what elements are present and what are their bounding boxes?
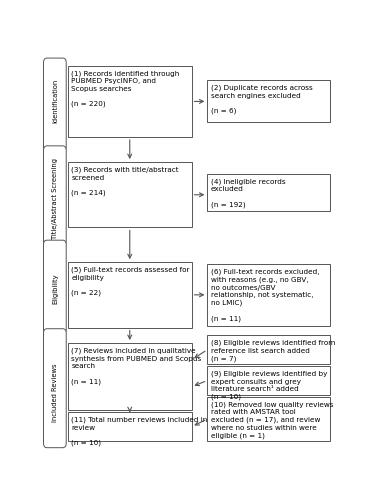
- FancyBboxPatch shape: [68, 343, 191, 410]
- FancyBboxPatch shape: [68, 412, 191, 441]
- Text: (6) Full-text records excluded,
with reasons (e.g., no GBV,
no outcomes/GBV
rela: (6) Full-text records excluded, with rea…: [211, 268, 319, 322]
- Text: (7) Reviews included in qualitative
synthesis from PUBMED and Scopus
search

(n : (7) Reviews included in qualitative synt…: [71, 348, 202, 385]
- Text: Identification: Identification: [52, 78, 58, 122]
- FancyBboxPatch shape: [43, 328, 66, 448]
- Text: Included Reviews: Included Reviews: [52, 364, 58, 422]
- Text: Title/Abstract Screening: Title/Abstract Screening: [52, 158, 58, 239]
- Text: (11) Total number reviews included in
review

(n = 10): (11) Total number reviews included in re…: [71, 417, 208, 446]
- FancyBboxPatch shape: [43, 240, 66, 334]
- Text: (3) Records with title/abstract
screened

(n = 214): (3) Records with title/abstract screened…: [71, 166, 179, 196]
- Text: Eligibility: Eligibility: [52, 274, 58, 304]
- Text: (5) Full-text records assessed for
eligibility

(n = 22): (5) Full-text records assessed for eligi…: [71, 266, 190, 296]
- Text: (2) Duplicate records across
search engines excluded

(n = 6): (2) Duplicate records across search engi…: [211, 84, 313, 114]
- Text: (8) Eligible reviews identified from
reference list search added
(n = 7): (8) Eligible reviews identified from ref…: [211, 340, 335, 362]
- FancyBboxPatch shape: [207, 336, 329, 364]
- Text: (1) Records identified through
PUBMED PsycINFO, and
Scopus searches

(n = 220): (1) Records identified through PUBMED Ps…: [71, 70, 180, 108]
- FancyBboxPatch shape: [207, 174, 329, 212]
- FancyBboxPatch shape: [207, 366, 329, 395]
- FancyBboxPatch shape: [207, 264, 329, 326]
- Text: (10) Removed low quality reviews
rated with AMSTAR tool
excluded (n = 17), and r: (10) Removed low quality reviews rated w…: [211, 402, 333, 439]
- FancyBboxPatch shape: [207, 397, 329, 441]
- FancyBboxPatch shape: [68, 162, 191, 228]
- Text: (4) Ineligible records
excluded

(n = 192): (4) Ineligible records excluded (n = 192…: [211, 178, 285, 208]
- FancyBboxPatch shape: [68, 262, 191, 328]
- FancyBboxPatch shape: [43, 146, 66, 246]
- FancyBboxPatch shape: [43, 58, 66, 151]
- Text: (9) Eligible reviews identified by
expert consults and grey
literature search¹ a: (9) Eligible reviews identified by exper…: [211, 370, 327, 400]
- FancyBboxPatch shape: [207, 80, 329, 122]
- FancyBboxPatch shape: [68, 66, 191, 137]
